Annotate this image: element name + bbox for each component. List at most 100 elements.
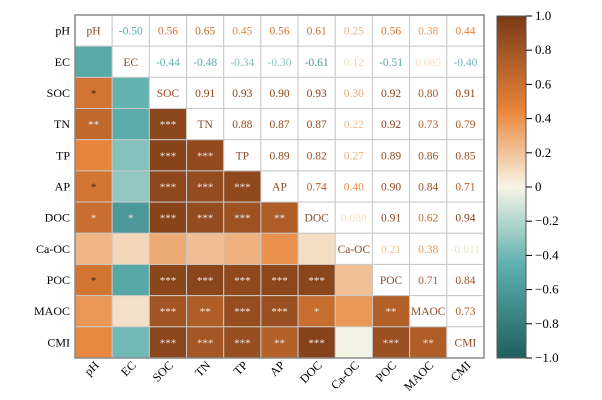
- significance-stars: ***: [160, 150, 177, 162]
- diagonal-label: TN: [197, 119, 213, 131]
- diagonal-label: AP: [272, 182, 287, 194]
- colorbar-tick-label: −0.2: [535, 213, 559, 228]
- correlation-value: 0.90: [381, 182, 401, 194]
- correlation-value: 0.90: [269, 88, 289, 100]
- cell-fill: [297, 201, 336, 234]
- heatmap-cell: 0.84: [409, 170, 448, 203]
- x-tick-label: TN: [192, 358, 213, 379]
- heatmap-cell: ***: [297, 263, 336, 297]
- heatmap-cell: *: [74, 170, 113, 203]
- correlation-value: 0.88: [232, 119, 252, 131]
- x-tick-label: TP: [231, 358, 251, 378]
- cell-fill: [223, 232, 262, 265]
- correlation-value: 0.71: [455, 182, 475, 194]
- cell-fill: [148, 139, 188, 172]
- heatmap-cell: 0.92: [371, 76, 411, 110]
- heatmap-cell: 0.65: [186, 14, 225, 47]
- correlation-value: 0.93: [232, 88, 252, 100]
- cell-fill: [148, 76, 188, 110]
- heatmap-cell: -0.44: [148, 45, 188, 78]
- cell-fill: [297, 76, 336, 110]
- heatmap-cell: ***: [186, 201, 225, 234]
- correlation-value: 0.085: [415, 57, 441, 69]
- x-tick-label: MAOC: [401, 358, 436, 393]
- correlation-value: 0.25: [344, 26, 364, 38]
- heatmap-cell: 0.74: [297, 170, 336, 203]
- heatmap-cell: [111, 232, 150, 265]
- cell-fill: [111, 14, 150, 47]
- significance-stars: *: [91, 88, 97, 100]
- heatmap-cell: 0.40: [334, 170, 373, 203]
- heatmap-cell: [111, 263, 150, 297]
- correlation-value: -0.34: [230, 57, 254, 69]
- cell-fill: [223, 263, 262, 297]
- cell-fill: [111, 326, 150, 359]
- heatmap-cell: ***: [148, 170, 188, 203]
- heatmap-cell: ***: [223, 201, 262, 234]
- heatmap-cell: ***: [148, 295, 188, 328]
- x-tick-label: Ca-OC: [328, 358, 362, 392]
- cell-fill: [111, 108, 150, 141]
- correlation-value: 0.84: [455, 275, 475, 287]
- cell-fill: [409, 45, 448, 78]
- heatmap-cell: 0.45: [223, 14, 262, 47]
- correlation-value: 0.80: [418, 88, 438, 100]
- correlation-value: -0.44: [156, 57, 180, 69]
- correlation-value: 0.30: [344, 88, 364, 100]
- cell-fill: [297, 108, 336, 141]
- heatmap-cell: -0.011: [446, 232, 485, 265]
- cell-fill: [74, 201, 113, 234]
- cell-fill: [186, 45, 225, 78]
- cell-fill: [74, 139, 113, 172]
- correlation-value: -0.61: [305, 57, 329, 69]
- heatmap-cell: POC: [371, 263, 411, 297]
- heatmap-cell: [260, 232, 299, 265]
- correlation-value: 0.22: [344, 119, 364, 131]
- heatmap-cell: 0.27: [334, 139, 373, 172]
- cell-fill: [371, 263, 411, 297]
- heatmap-cell: ***: [148, 108, 188, 141]
- correlation-value: 0.74: [307, 182, 327, 194]
- y-tick-label: TP: [56, 148, 70, 162]
- correlation-value: -0.40: [453, 57, 477, 69]
- cell-fill: [186, 201, 225, 234]
- significance-stars: ***: [197, 337, 214, 349]
- cell-fill: [111, 76, 150, 110]
- heatmap-cell: -0.48: [186, 45, 225, 78]
- cell-fill: [371, 201, 411, 234]
- cell-fill: [111, 263, 150, 297]
- cell-fill: [334, 295, 373, 328]
- heatmap-cell: ***: [186, 263, 225, 297]
- x-tick-label: EC: [118, 358, 139, 379]
- cell-fill: [409, 326, 448, 359]
- cell-fill: [297, 263, 336, 297]
- diagonal-label: SOC: [157, 88, 180, 100]
- diagonal-label: Ca-OC: [338, 244, 371, 256]
- x-tick-label: CMI: [448, 358, 474, 384]
- cell-fill: [186, 170, 225, 203]
- heatmap-cells: pH -0.50 0.56 0.65 0.45 0.56 0.61 0.25 0.56 0.38 0…: [74, 14, 485, 359]
- correlation-value: -0.51: [379, 57, 403, 69]
- y-tick-label: DOC: [45, 211, 70, 225]
- correlation-value: 0.38: [418, 26, 438, 38]
- heatmap-cell: [186, 232, 225, 265]
- heatmap-cell: ***: [223, 170, 262, 203]
- cell-fill: [260, 295, 299, 328]
- heatmap-cell: 0.38: [409, 232, 448, 265]
- heatmap-cell: **: [371, 295, 411, 328]
- diagonal-label: CMI: [455, 337, 477, 349]
- heatmap-cell: [111, 326, 150, 359]
- significance-stars: ***: [160, 306, 177, 318]
- correlation-value: 0.94: [455, 213, 475, 225]
- heatmap-cell: CMI: [446, 326, 485, 359]
- significance-stars: **: [274, 337, 285, 349]
- heatmap-cell: [111, 108, 150, 141]
- diagonal-label: POC: [380, 275, 403, 287]
- colorbar-gradient: [496, 15, 527, 359]
- heatmap-cell: ***: [223, 326, 262, 359]
- cell-fill: [371, 326, 411, 359]
- cell-fill: [409, 232, 448, 265]
- heatmap-cell: SOC: [148, 76, 188, 110]
- heatmap-cell: 0.71: [446, 170, 485, 203]
- heatmap-cell: 0.89: [260, 139, 299, 172]
